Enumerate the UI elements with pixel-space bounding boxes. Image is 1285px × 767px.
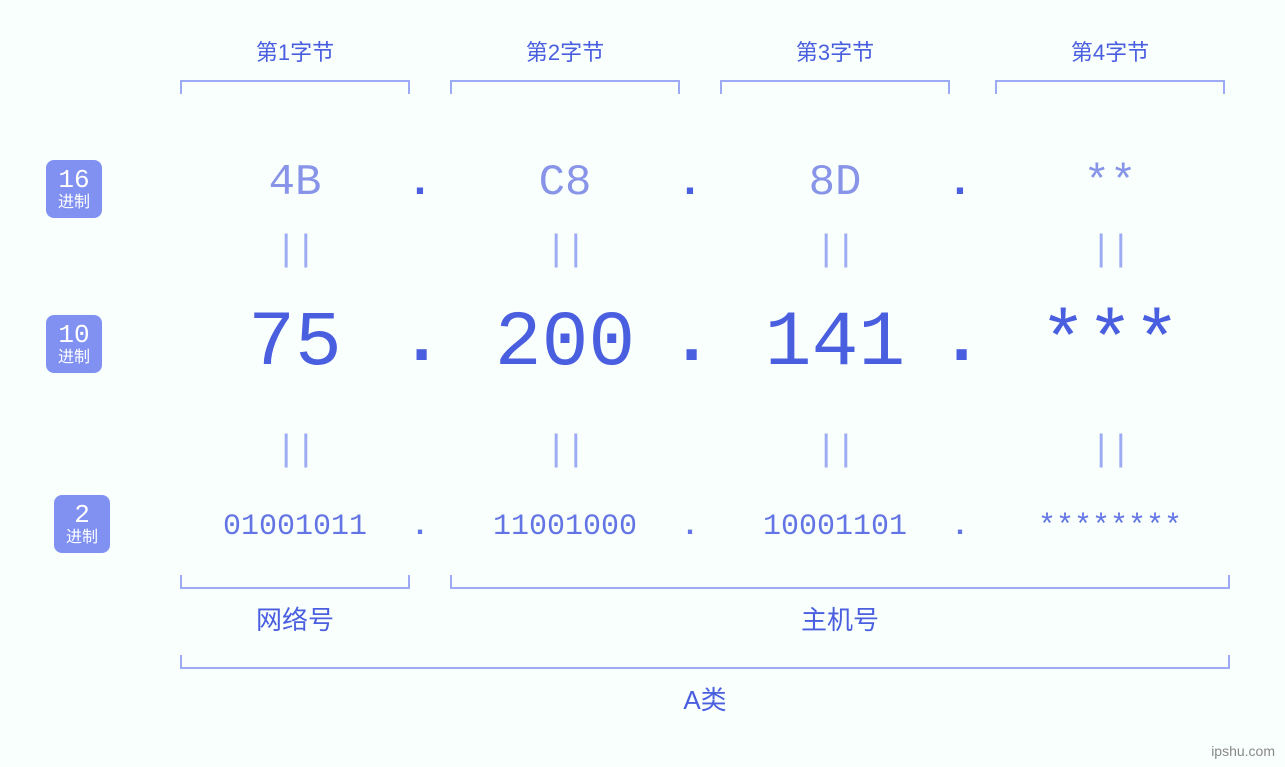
hex-dot3: . — [940, 158, 980, 208]
byte3-bracket — [720, 80, 950, 94]
bin-base-num: 2 — [66, 501, 98, 530]
eq-hex-dec-b3: || — [815, 230, 855, 271]
eq-hex-dec-b4: || — [1090, 230, 1130, 271]
dec-base-num: 10 — [58, 321, 90, 350]
bin-base-label: 2 进制 — [54, 495, 110, 553]
byte4-header: 第4字节 — [995, 35, 1225, 67]
byte2-header: 第2字节 — [450, 35, 680, 67]
byte4-bracket — [995, 80, 1225, 94]
byte1-bracket — [180, 80, 410, 94]
bin-b3: 10001101 — [720, 510, 950, 544]
bin-b2: 11001000 — [450, 510, 680, 544]
network-bracket — [180, 575, 410, 589]
hex-base-sub: 进制 — [58, 195, 90, 213]
dec-base-sub: 进制 — [58, 350, 90, 368]
dec-b4: *** — [995, 300, 1225, 388]
dec-base-label: 10 进制 — [46, 315, 102, 373]
hex-b4: ** — [995, 158, 1225, 208]
eq-dec-bin-b2: || — [545, 430, 585, 471]
byte3-header: 第3字节 — [720, 35, 950, 67]
eq-hex-dec-b1: || — [275, 230, 315, 271]
host-label: 主机号 — [450, 600, 1230, 637]
dec-b1: 75 — [180, 300, 410, 388]
host-bracket — [450, 575, 1230, 589]
bin-base-sub: 进制 — [66, 530, 98, 548]
watermark: ipshu.com — [1211, 743, 1275, 759]
dec-b2: 200 — [450, 300, 680, 388]
dec-dot3: . — [940, 300, 980, 382]
hex-dot1: . — [400, 158, 440, 208]
eq-hex-dec-b2: || — [545, 230, 585, 271]
hex-base-num: 16 — [58, 166, 90, 195]
hex-dot2: . — [670, 158, 710, 208]
bin-dot1: . — [400, 510, 440, 544]
hex-base-label: 16 进制 — [46, 160, 102, 218]
dec-dot1: . — [400, 300, 440, 382]
eq-dec-bin-b4: || — [1090, 430, 1130, 471]
bin-dot2: . — [670, 510, 710, 544]
eq-dec-bin-b3: || — [815, 430, 855, 471]
bin-b4: ******** — [995, 510, 1225, 544]
bin-b1: 01001011 — [180, 510, 410, 544]
hex-b3: 8D — [720, 158, 950, 208]
bin-dot3: . — [940, 510, 980, 544]
eq-dec-bin-b1: || — [275, 430, 315, 471]
hex-b2: C8 — [450, 158, 680, 208]
network-label: 网络号 — [180, 600, 410, 637]
class-label: A类 — [180, 680, 1230, 717]
hex-b1: 4B — [180, 158, 410, 208]
byte2-bracket — [450, 80, 680, 94]
byte1-header: 第1字节 — [180, 35, 410, 67]
class-bracket — [180, 655, 1230, 669]
dec-b3: 141 — [720, 300, 950, 388]
dec-dot2: . — [670, 300, 710, 382]
